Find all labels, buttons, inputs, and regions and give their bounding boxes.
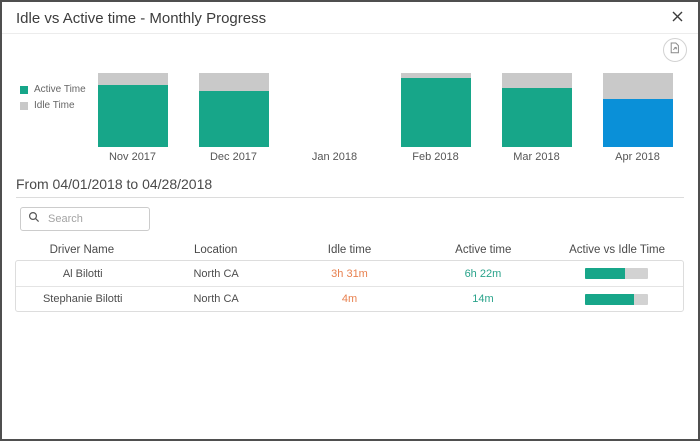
- stacked-bar[interactable]: [198, 73, 269, 147]
- location-cell: North CA: [193, 267, 239, 280]
- stacked-bar[interactable]: [501, 73, 572, 147]
- column-header[interactable]: Active vs Idle Time: [569, 243, 666, 256]
- chart-column[interactable]: Dec 2017: [183, 73, 284, 163]
- active-time-cell: 14m: [472, 293, 494, 305]
- close-icon: [672, 9, 683, 27]
- idle-segment: [400, 73, 471, 79]
- table-header-row: Driver Name Location Idle time Active time A…: [15, 239, 684, 260]
- active-vs-idle-progressbar: [584, 268, 648, 279]
- stacked-bar[interactable]: [602, 73, 673, 147]
- legend-item-active[interactable]: Active Time: [20, 84, 86, 95]
- chart-column[interactable]: Jan 2018: [284, 73, 385, 163]
- table-row[interactable]: Stephanie Bilotti North CA 4m 14m: [16, 286, 683, 311]
- legend-label-idle: Idle Time: [34, 100, 75, 111]
- active-segment: [97, 84, 168, 147]
- month-label: Dec 2017: [209, 151, 258, 163]
- export-report-button[interactable]: [663, 38, 687, 62]
- idle-segment: [198, 73, 269, 91]
- chart-column[interactable]: Mar 2018: [486, 73, 587, 163]
- column-header[interactable]: Location: [193, 243, 238, 256]
- date-range-label: From 04/01/2018 to 04/28/2018: [16, 176, 213, 192]
- export-report-icon: [669, 41, 681, 59]
- active-segment: [602, 98, 673, 147]
- idle-time-swatch: [20, 102, 28, 110]
- chart-legend: Active Time Idle Time: [20, 84, 86, 118]
- progressbar-fill: [584, 268, 626, 279]
- column-header[interactable]: Active time: [455, 243, 512, 256]
- progressbar-fill: [584, 293, 634, 305]
- month-label: Feb 2018: [412, 151, 459, 163]
- chart-column[interactable]: Apr 2018: [587, 73, 688, 163]
- month-label: Jan 2018: [311, 151, 358, 163]
- monthly-bar-chart: Nov 2017 Dec 2017 Jan 2018 Feb 2018 Mar 2018…: [82, 73, 688, 163]
- idle-segment: [501, 73, 572, 88]
- stacked-bar[interactable]: [400, 73, 471, 147]
- active-time-swatch: [20, 86, 28, 94]
- column-header[interactable]: Idle time: [327, 243, 372, 256]
- active-segment: [198, 90, 269, 147]
- active-vs-idle-progressbar: [584, 293, 648, 305]
- chart-column[interactable]: Nov 2017: [82, 73, 183, 163]
- legend-item-idle[interactable]: Idle Time: [20, 100, 86, 111]
- search-box[interactable]: [20, 207, 150, 231]
- idle-time-cell: 4m: [341, 293, 358, 305]
- legend-label-active: Active Time: [34, 84, 86, 95]
- idle-segment: [602, 73, 673, 99]
- driver-name-cell: Al Bilotti: [62, 267, 103, 280]
- month-label: Mar 2018: [513, 151, 560, 163]
- driver-name-cell: Stephanie Bilotti: [42, 293, 123, 305]
- active-vs-idle-cell: [550, 268, 683, 279]
- section-divider: [16, 197, 684, 198]
- modal-header: Idle vs Active time - Monthly Progress: [2, 2, 698, 34]
- active-segment: [400, 78, 471, 147]
- search-input[interactable]: [46, 212, 142, 226]
- stacked-bar[interactable]: [97, 73, 168, 147]
- table-row[interactable]: Al Bilotti North CA 3h 31m 6h 22m: [16, 261, 683, 286]
- month-label: Nov 2017: [108, 151, 157, 163]
- modal-title: Idle vs Active time - Monthly Progress: [16, 10, 267, 27]
- idle-time-cell: 3h 31m: [331, 267, 368, 280]
- location-cell: North CA: [193, 293, 239, 305]
- driver-table-body: Al Bilotti North CA 3h 31m 6h 22m Stephanie …: [15, 260, 684, 312]
- column-header[interactable]: Driver Name: [49, 243, 115, 256]
- idle-segment: [97, 73, 168, 85]
- active-time-cell: 6h 22m: [464, 267, 502, 280]
- month-label: Apr 2018: [615, 151, 660, 163]
- active-segment: [501, 87, 572, 147]
- close-button[interactable]: [666, 7, 688, 29]
- search-icon: [28, 210, 46, 228]
- active-vs-idle-cell: [550, 293, 683, 305]
- chart-column[interactable]: Feb 2018: [385, 73, 486, 163]
